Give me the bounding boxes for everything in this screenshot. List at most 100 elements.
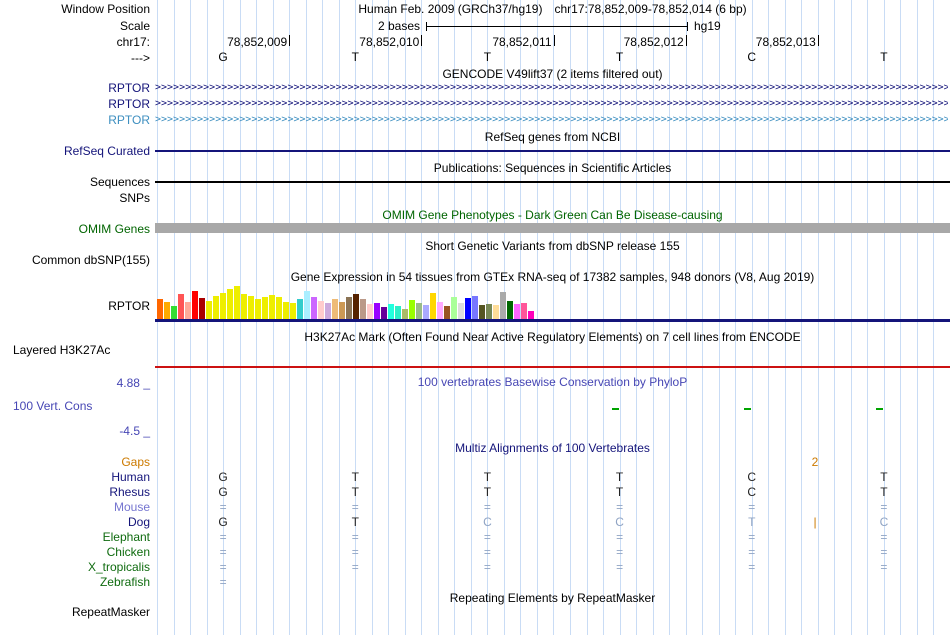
- gencode-gene-line[interactable]: >>>>>>>>>>>>>>>>>>>>>>>>>>>>>>>>>>>>>>>>…: [155, 98, 948, 109]
- gtex-bar[interactable]: [234, 286, 240, 319]
- snps-label[interactable]: SNPs: [119, 191, 150, 205]
- gtex-bar[interactable]: [409, 300, 415, 319]
- multiz-base[interactable]: =: [748, 530, 756, 544]
- gtex-bar[interactable]: [192, 291, 198, 319]
- multiz-base[interactable]: G: [218, 515, 228, 529]
- repeatmasker-label[interactable]: RepeatMasker: [71, 605, 150, 619]
- omim-genes-label[interactable]: OMIM Genes: [78, 222, 150, 236]
- multiz-base[interactable]: T: [351, 515, 359, 529]
- gtex-bar[interactable]: [262, 297, 268, 319]
- multiz-base[interactable]: =: [616, 560, 624, 574]
- multiz-base[interactable]: =: [748, 500, 756, 514]
- publications-sequences-label[interactable]: Sequences: [89, 175, 150, 189]
- gtex-bar[interactable]: [507, 301, 513, 319]
- gtex-bar[interactable]: [437, 302, 443, 319]
- gtex-bar[interactable]: [360, 299, 366, 319]
- gtex-bar[interactable]: [402, 309, 408, 319]
- multiz-base[interactable]: G: [218, 485, 228, 499]
- gtex-bar[interactable]: [164, 302, 170, 319]
- gtex-bar[interactable]: [304, 291, 310, 319]
- gencode-gene-label[interactable]: RPTOR: [108, 97, 150, 111]
- omim-gene-bar[interactable]: [155, 223, 950, 233]
- multiz-base[interactable]: =: [351, 530, 359, 544]
- dbsnp-label[interactable]: Common dbSNP(155): [31, 253, 150, 267]
- gtex-bar[interactable]: [339, 302, 345, 319]
- multiz-base[interactable]: =: [880, 500, 888, 514]
- multiz-base[interactable]: =: [219, 545, 227, 559]
- multiz-species-label[interactable]: Rhesus: [109, 485, 150, 499]
- gtex-bar[interactable]: [395, 306, 401, 319]
- multiz-base[interactable]: =: [483, 560, 491, 574]
- multiz-base[interactable]: T: [483, 470, 492, 484]
- gtex-bar[interactable]: [430, 293, 436, 319]
- gtex-bar[interactable]: [269, 295, 275, 319]
- multiz-base[interactable]: =: [483, 500, 491, 514]
- gtex-bar[interactable]: [290, 303, 296, 319]
- multiz-base[interactable]: =: [219, 560, 227, 574]
- multiz-base[interactable]: =: [219, 575, 227, 589]
- gtex-bar[interactable]: [318, 301, 324, 319]
- phylop-track-title[interactable]: 100 vertebrates Basewise Conservation by…: [417, 375, 688, 389]
- multiz-species-label[interactable]: Human: [111, 470, 150, 484]
- gtex-bar[interactable]: [248, 296, 254, 319]
- gtex-bar[interactable]: [346, 297, 352, 319]
- publications-sequence-line[interactable]: [155, 181, 950, 183]
- gtex-bar[interactable]: [514, 304, 520, 319]
- multiz-base[interactable]: T: [615, 485, 624, 499]
- gencode-gene-line[interactable]: >>>>>>>>>>>>>>>>>>>>>>>>>>>>>>>>>>>>>>>>…: [155, 82, 948, 93]
- gtex-bar[interactable]: [444, 306, 450, 319]
- gtex-bar[interactable]: [479, 305, 485, 319]
- multiz-base[interactable]: C: [615, 515, 624, 529]
- multiz-gap-mark[interactable]: 2: [811, 455, 819, 469]
- gtex-bar[interactable]: [227, 289, 233, 319]
- multiz-base[interactable]: =: [880, 545, 888, 559]
- multiz-base[interactable]: T: [748, 515, 756, 529]
- multiz-base[interactable]: C: [879, 515, 889, 529]
- multiz-base[interactable]: C: [747, 485, 757, 499]
- gtex-bar[interactable]: [381, 307, 387, 319]
- multiz-base[interactable]: T: [880, 470, 888, 484]
- h3k27ac-signal-line[interactable]: [155, 366, 950, 368]
- gtex-bar[interactable]: [374, 303, 380, 319]
- multiz-base[interactable]: =: [351, 545, 359, 559]
- gtex-bar[interactable]: [472, 296, 478, 319]
- refseq-curated-label[interactable]: RefSeq Curated: [63, 144, 150, 158]
- multiz-base[interactable]: =: [483, 530, 491, 544]
- gtex-bar[interactable]: [423, 305, 429, 319]
- gtex-bar[interactable]: [283, 302, 289, 319]
- multiz-base[interactable]: =: [748, 560, 756, 574]
- phylop-label[interactable]: 100 Vert. Cons: [13, 399, 93, 413]
- gtex-bar[interactable]: [500, 292, 506, 319]
- multiz-base[interactable]: T: [615, 470, 624, 484]
- gtex-bar[interactable]: [311, 297, 317, 319]
- multiz-base[interactable]: =: [219, 500, 227, 514]
- multiz-base[interactable]: T: [351, 485, 359, 499]
- multiz-species-label[interactable]: Elephant: [102, 530, 150, 544]
- dbsnp-track-title[interactable]: Short Genetic Variants from dbSNP releas…: [425, 239, 680, 253]
- gtex-gene-label[interactable]: RPTOR: [108, 299, 150, 313]
- repeatmasker-track-title[interactable]: Repeating Elements by RepeatMasker: [449, 591, 656, 605]
- gtex-bar[interactable]: [493, 305, 499, 319]
- gtex-bar[interactable]: [185, 302, 191, 319]
- multiz-gap-mark[interactable]: |: [813, 515, 817, 529]
- omim-track-title[interactable]: OMIM Gene Phenotypes - Dark Green Can Be…: [382, 208, 723, 222]
- gtex-gene-baseline[interactable]: [155, 319, 950, 322]
- multiz-species-label[interactable]: Mouse: [113, 500, 150, 514]
- gtex-track-title[interactable]: Gene Expression in 54 tissues from GTEx …: [290, 270, 815, 284]
- gtex-bar[interactable]: [157, 299, 163, 319]
- multiz-base[interactable]: C: [747, 470, 757, 484]
- refseq-track-title[interactable]: RefSeq genes from NCBI: [484, 130, 621, 144]
- multiz-base[interactable]: =: [748, 545, 756, 559]
- multiz-base[interactable]: T: [880, 485, 888, 499]
- multiz-base[interactable]: T: [483, 485, 492, 499]
- multiz-species-label[interactable]: Chicken: [106, 545, 150, 559]
- multiz-base[interactable]: =: [880, 560, 888, 574]
- gtex-bar[interactable]: [528, 311, 534, 319]
- gtex-bar[interactable]: [367, 304, 373, 319]
- gtex-bar[interactable]: [521, 303, 527, 319]
- gtex-bar[interactable]: [297, 299, 303, 319]
- gtex-bar[interactable]: [465, 298, 471, 319]
- gtex-bar[interactable]: [178, 294, 184, 319]
- gtex-bar[interactable]: [171, 306, 177, 319]
- multiz-species-label[interactable]: Gaps: [121, 455, 150, 469]
